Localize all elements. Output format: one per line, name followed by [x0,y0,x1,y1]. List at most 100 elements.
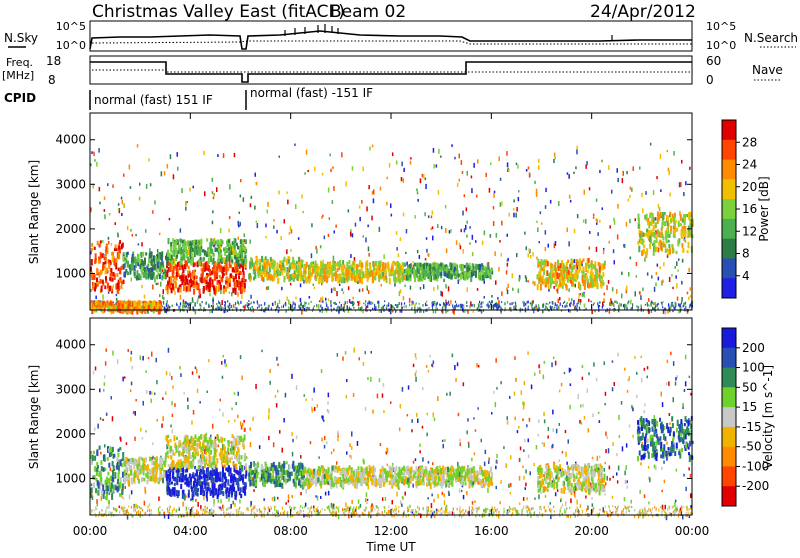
velocity-echo-cell [546,465,548,469]
power-echo-cell [601,284,603,289]
velocity-echo-cell [344,472,346,478]
power-echo-cell [203,279,205,283]
power-echo-cell [689,229,691,235]
velocity-echo-cell [538,489,540,493]
power-echo-cell [667,216,669,222]
velocity-echo-cell [586,483,588,490]
power-echo-cell [669,212,671,215]
power-echo-cell [369,264,371,270]
velocity-echo-cell [593,470,595,474]
power-echo-cell [99,244,101,248]
velocity-echo-cell [485,477,487,482]
velocity-echo-cell [202,492,204,496]
velocity-echo-cell [355,478,357,482]
velocity-echo-cell [208,471,210,476]
velocity-echo-cell [641,420,643,425]
power-echo-cell [120,285,122,289]
freq-tick-bottom: 8 [48,73,56,87]
velocity-echo-cell [408,483,410,488]
power-echo-cell [641,231,643,237]
power-echo-cell [668,244,670,248]
velocity-echo-cell [408,473,410,478]
power-echo-cell [650,230,652,234]
power-echo-cell [560,263,562,268]
velocity-echo-cell [317,477,319,482]
velocity-echo-cell [486,470,488,475]
power-echo-cell [107,283,109,289]
velocity-echo-cell [555,476,557,480]
power-echo-cell [226,264,228,268]
power-echo-cell [173,253,175,256]
power-echo-cell [236,243,238,246]
power-echo-cell [115,305,117,309]
velocity-echo-cell [572,470,574,474]
colorbar-cell [722,407,736,427]
velocity-echo-cell [370,470,372,474]
velocity-echo-cell [219,453,221,457]
power-echo-cell [167,250,169,257]
power-y-tick-label: 1000 [55,266,86,280]
power-echo-cell [602,272,604,277]
colorbar-cell [722,348,736,368]
power-echo-cell [423,264,425,269]
velocity-echo-cell [678,435,680,440]
power-echo-cell [249,262,251,268]
velocity-echo-cell [653,427,655,431]
power-echo-cell [352,261,354,265]
velocity-echo-cell [180,473,182,479]
power-echo-cell [667,249,669,255]
velocity-echo-cell [423,482,425,486]
velocity-echo-cell [294,466,296,470]
power-echo-cell [670,219,672,222]
velocity-echo-cell [278,462,280,469]
velocity-echo-cell [91,487,93,493]
power-echo-cell [638,246,640,253]
velocity-echo-cell [641,444,643,448]
velocity-echo-cell [184,457,186,464]
power-echo-cell [183,254,185,260]
velocity-echo-cell [169,490,171,496]
velocity-echo-cell [311,480,313,484]
power-echo-cell [94,247,96,250]
velocity-echo-cell [200,490,202,495]
velocity-echo-cell [573,474,575,479]
velocity-echo-cell [360,466,362,472]
power-echo-cell [466,263,468,267]
velocity-echo-cell [226,455,228,459]
power-echo-cell [387,263,389,269]
velocity-echo-cell [96,472,98,476]
power-echo-cell [202,269,204,276]
power-echo-cell [566,272,568,279]
power-echo-cell [348,260,350,264]
power-echo-cell [163,274,165,279]
cpid-segment-2: normal (fast) -151 IF [250,86,373,100]
colorbar-tick-label: 16 [742,202,757,216]
velocity-echo-cell [194,466,196,469]
power-echo-cell [643,249,645,254]
velocity-echo-cell [213,442,215,448]
velocity-echo-cell [583,478,585,483]
colorbar-cell [722,368,736,388]
velocity-echo-cell [422,477,424,482]
power-echo-cell [179,248,181,254]
velocity-echo-cell [242,474,244,477]
power-echo-cell [560,277,562,280]
velocity-echo-cell [212,492,214,498]
power-echo-cell [232,241,234,245]
velocity-echo-cell [253,462,255,466]
power-echo-cell [122,304,124,308]
velocity-echo-cell [214,461,216,465]
velocity-echo-cell [280,483,282,488]
power-echo-cell [584,280,586,285]
power-echo-cell [308,275,310,279]
velocity-echo-cell [375,481,377,487]
velocity-echo-cell [217,494,219,499]
power-echo-cell [190,260,192,266]
power-echo-cell [146,303,148,309]
date-label: 24/Apr/2012 [590,2,696,22]
velocity-echo-cell [445,467,447,471]
power-echo-cell [688,242,690,248]
velocity-echo-cell [654,419,656,425]
